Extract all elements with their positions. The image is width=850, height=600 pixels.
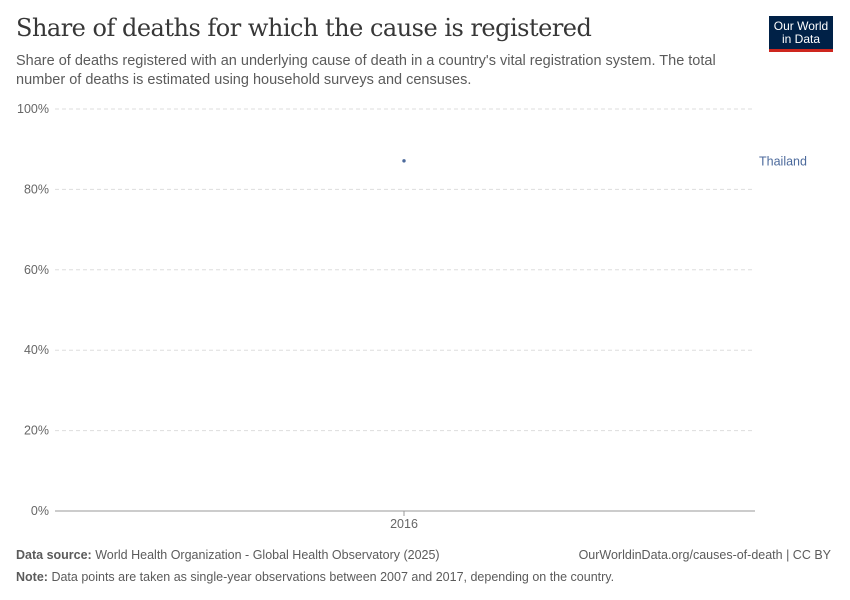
source-text[interactable]: World Health Organization - Global Healt… xyxy=(95,548,440,562)
series-label: Thailand xyxy=(759,154,807,168)
chart-title: Share of deaths for which the cause is r… xyxy=(16,14,592,42)
y-tick-label: 60% xyxy=(24,263,49,277)
x-tick-label: 2016 xyxy=(390,517,418,531)
y-tick-label: 0% xyxy=(31,504,49,518)
note-text: Data points are taken as single-year obs… xyxy=(51,570,615,584)
note-label: Note: xyxy=(16,570,48,584)
owid-logo[interactable]: Our World in Data xyxy=(769,16,833,52)
note: Note: Data points are taken as single-ye… xyxy=(16,570,614,584)
data-point xyxy=(402,159,406,163)
logo-text: Our World in Data xyxy=(773,19,829,46)
y-tick-label: 40% xyxy=(24,343,49,357)
y-tick-label: 20% xyxy=(24,424,49,438)
chart-subtitle: Share of deaths registered with an under… xyxy=(16,53,716,88)
y-tick-label: 100% xyxy=(17,102,49,116)
data-source: Data source: World Health Organization -… xyxy=(16,548,440,562)
y-tick-label: 80% xyxy=(24,182,49,196)
source-label: Data source: xyxy=(16,548,92,562)
source-url[interactable]: OurWorldinData.org/causes-of-death | CC … xyxy=(578,548,831,562)
